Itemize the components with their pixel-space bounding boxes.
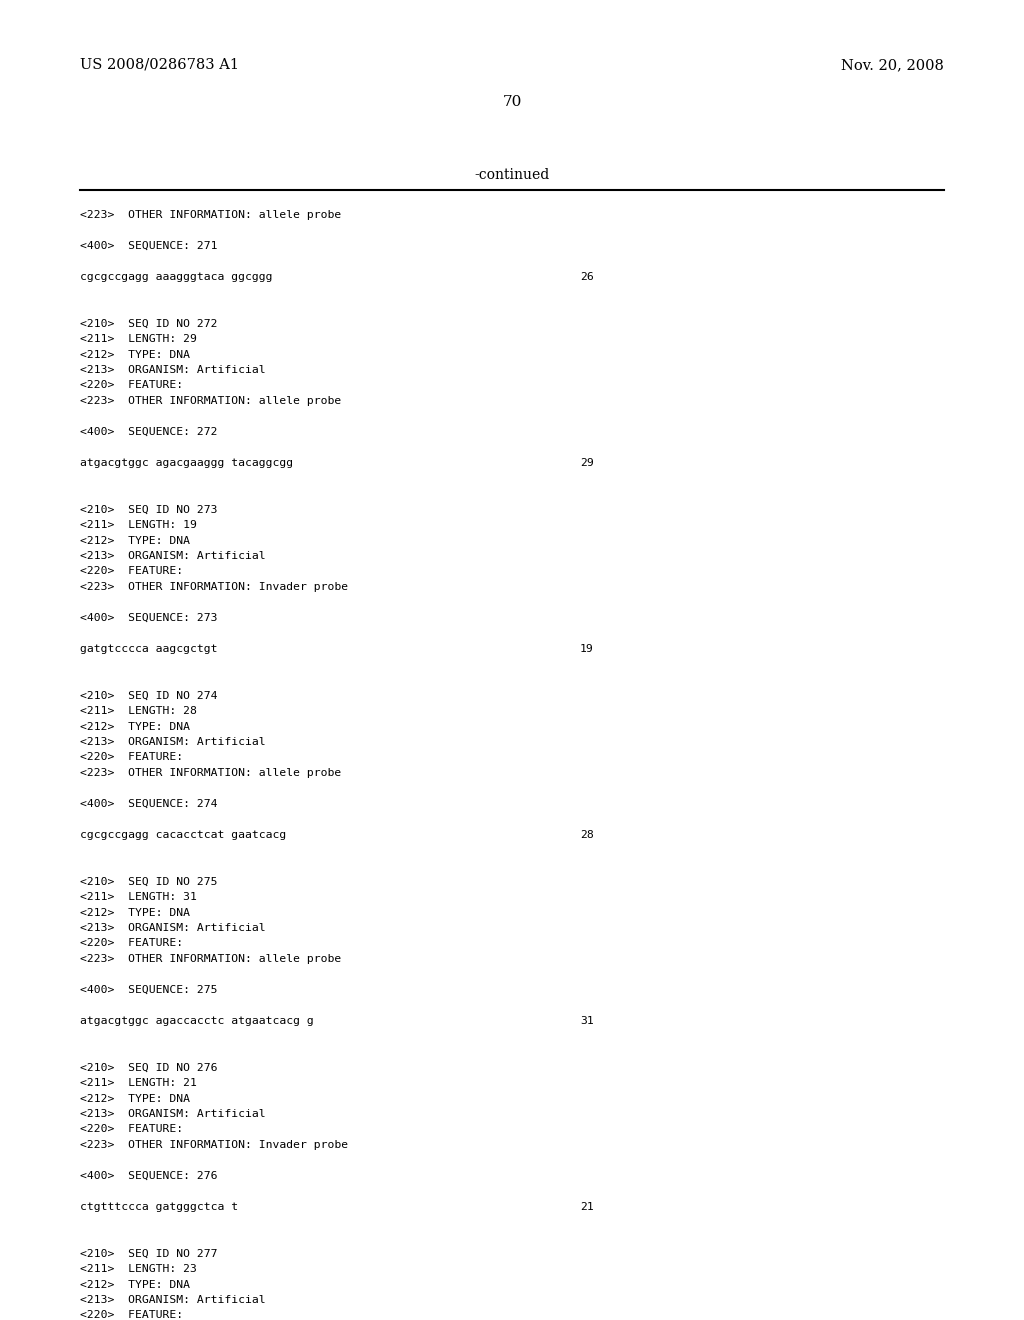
- Text: <223>  OTHER INFORMATION: allele probe: <223> OTHER INFORMATION: allele probe: [80, 396, 341, 407]
- Text: 31: 31: [580, 1016, 594, 1026]
- Text: 21: 21: [580, 1203, 594, 1212]
- Text: <400>  SEQUENCE: 271: <400> SEQUENCE: 271: [80, 242, 217, 251]
- Text: <210>  SEQ ID NO 276: <210> SEQ ID NO 276: [80, 1063, 217, 1072]
- Text: <213>  ORGANISM: Artificial: <213> ORGANISM: Artificial: [80, 366, 265, 375]
- Text: <400>  SEQUENCE: 272: <400> SEQUENCE: 272: [80, 426, 217, 437]
- Text: <213>  ORGANISM: Artificial: <213> ORGANISM: Artificial: [80, 550, 265, 561]
- Text: ctgtttccca gatgggctca t: ctgtttccca gatgggctca t: [80, 1203, 239, 1212]
- Text: <210>  SEQ ID NO 272: <210> SEQ ID NO 272: [80, 318, 217, 329]
- Text: 70: 70: [503, 95, 521, 110]
- Text: <210>  SEQ ID NO 274: <210> SEQ ID NO 274: [80, 690, 217, 701]
- Text: cgcgccgagg cacacctcat gaatcacg: cgcgccgagg cacacctcat gaatcacg: [80, 830, 287, 840]
- Text: <223>  OTHER INFORMATION: Invader probe: <223> OTHER INFORMATION: Invader probe: [80, 1140, 348, 1150]
- Text: 19: 19: [580, 644, 594, 653]
- Text: <223>  OTHER INFORMATION: Invader probe: <223> OTHER INFORMATION: Invader probe: [80, 582, 348, 591]
- Text: <220>  FEATURE:: <220> FEATURE:: [80, 1125, 183, 1134]
- Text: <212>  TYPE: DNA: <212> TYPE: DNA: [80, 1093, 190, 1104]
- Text: <223>  OTHER INFORMATION: allele probe: <223> OTHER INFORMATION: allele probe: [80, 954, 341, 964]
- Text: 29: 29: [580, 458, 594, 469]
- Text: <220>  FEATURE:: <220> FEATURE:: [80, 566, 183, 577]
- Text: <212>  TYPE: DNA: <212> TYPE: DNA: [80, 536, 190, 545]
- Text: <212>  TYPE: DNA: <212> TYPE: DNA: [80, 722, 190, 731]
- Text: atgacgtggc agaccacctc atgaatcacg g: atgacgtggc agaccacctc atgaatcacg g: [80, 1016, 313, 1026]
- Text: gatgtcccca aagcgctgt: gatgtcccca aagcgctgt: [80, 644, 217, 653]
- Text: <211>  LENGTH: 31: <211> LENGTH: 31: [80, 892, 197, 902]
- Text: <400>  SEQUENCE: 273: <400> SEQUENCE: 273: [80, 612, 217, 623]
- Text: <212>  TYPE: DNA: <212> TYPE: DNA: [80, 350, 190, 359]
- Text: <220>  FEATURE:: <220> FEATURE:: [80, 939, 183, 949]
- Text: -continued: -continued: [474, 168, 550, 182]
- Text: <210>  SEQ ID NO 277: <210> SEQ ID NO 277: [80, 1249, 217, 1258]
- Text: <220>  FEATURE:: <220> FEATURE:: [80, 752, 183, 763]
- Text: 28: 28: [580, 830, 594, 840]
- Text: US 2008/0286783 A1: US 2008/0286783 A1: [80, 58, 239, 73]
- Text: <220>  FEATURE:: <220> FEATURE:: [80, 380, 183, 391]
- Text: <400>  SEQUENCE: 274: <400> SEQUENCE: 274: [80, 799, 217, 809]
- Text: cgcgccgagg aaagggtaca ggcggg: cgcgccgagg aaagggtaca ggcggg: [80, 272, 272, 282]
- Text: <211>  LENGTH: 21: <211> LENGTH: 21: [80, 1078, 197, 1088]
- Text: Nov. 20, 2008: Nov. 20, 2008: [841, 58, 944, 73]
- Text: <213>  ORGANISM: Artificial: <213> ORGANISM: Artificial: [80, 737, 265, 747]
- Text: <211>  LENGTH: 29: <211> LENGTH: 29: [80, 334, 197, 345]
- Text: <211>  LENGTH: 28: <211> LENGTH: 28: [80, 706, 197, 715]
- Text: <213>  ORGANISM: Artificial: <213> ORGANISM: Artificial: [80, 1109, 265, 1119]
- Text: <211>  LENGTH: 23: <211> LENGTH: 23: [80, 1265, 197, 1274]
- Text: <213>  ORGANISM: Artificial: <213> ORGANISM: Artificial: [80, 923, 265, 933]
- Text: <212>  TYPE: DNA: <212> TYPE: DNA: [80, 908, 190, 917]
- Text: <223>  OTHER INFORMATION: allele probe: <223> OTHER INFORMATION: allele probe: [80, 768, 341, 777]
- Text: <400>  SEQUENCE: 276: <400> SEQUENCE: 276: [80, 1171, 217, 1181]
- Text: <220>  FEATURE:: <220> FEATURE:: [80, 1311, 183, 1320]
- Text: <210>  SEQ ID NO 273: <210> SEQ ID NO 273: [80, 504, 217, 515]
- Text: <400>  SEQUENCE: 275: <400> SEQUENCE: 275: [80, 985, 217, 995]
- Text: <210>  SEQ ID NO 275: <210> SEQ ID NO 275: [80, 876, 217, 887]
- Text: <212>  TYPE: DNA: <212> TYPE: DNA: [80, 1279, 190, 1290]
- Text: 26: 26: [580, 272, 594, 282]
- Text: <213>  ORGANISM: Artificial: <213> ORGANISM: Artificial: [80, 1295, 265, 1305]
- Text: <211>  LENGTH: 19: <211> LENGTH: 19: [80, 520, 197, 531]
- Text: atgacgtggc agacgaaggg tacaggcgg: atgacgtggc agacgaaggg tacaggcgg: [80, 458, 293, 469]
- Text: <223>  OTHER INFORMATION: allele probe: <223> OTHER INFORMATION: allele probe: [80, 210, 341, 220]
